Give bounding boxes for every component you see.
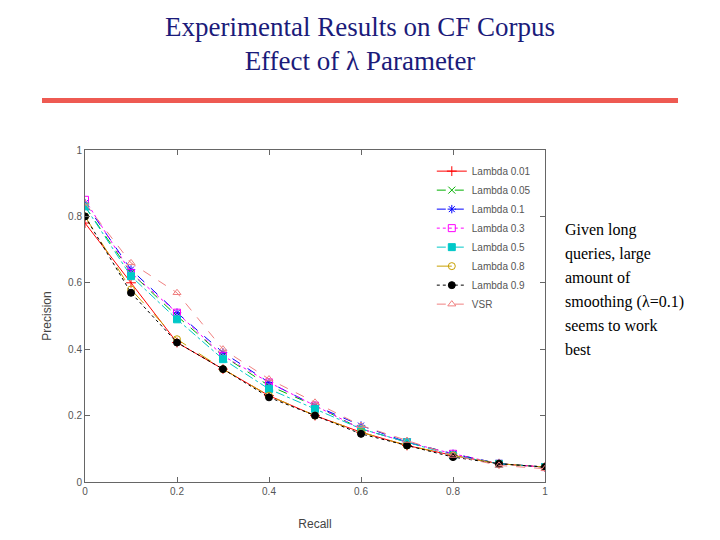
svg-text:0.6: 0.6 [68,277,82,288]
svg-text:0.6: 0.6 [354,486,368,497]
svg-text:0.4: 0.4 [68,344,82,355]
html-text:Given long queries, large amou: Given long queries, large amount of smoo… [565,221,684,358]
svg-text:VSR: VSR [472,299,493,310]
html-text:Experimental Results on CF Cor: Experimental Results on CF Corpus [165,12,555,42]
svg-text:Lambda 0.5: Lambda 0.5 [472,242,525,253]
svg-text:Lambda 0.1: Lambda 0.1 [472,204,525,215]
svg-text:Lambda 0.3: Lambda 0.3 [472,223,525,234]
html-text:Effect of λ Parameter: Effect of λ Parameter [244,46,476,76]
svg-text:0: 0 [82,486,88,497]
svg-text:0.8: 0.8 [68,211,82,222]
svg-text:0.2: 0.2 [170,486,184,497]
svg-text:Precision: Precision [40,291,54,340]
svg-text:0.2: 0.2 [68,410,82,421]
svg-text:Recall: Recall [298,517,331,531]
svg-text:Lambda 0.8: Lambda 0.8 [472,261,525,272]
svg-text:0: 0 [76,477,82,488]
svg-text:Lambda 0.9: Lambda 0.9 [472,280,525,291]
svg-text:Lambda 0.01: Lambda 0.01 [472,166,531,177]
svg-text:0.8: 0.8 [446,486,460,497]
svg-text:0.4: 0.4 [262,486,276,497]
svg-text:1: 1 [542,486,548,497]
svg-text:1: 1 [76,145,82,156]
svg-text:Lambda 0.05: Lambda 0.05 [472,185,531,196]
